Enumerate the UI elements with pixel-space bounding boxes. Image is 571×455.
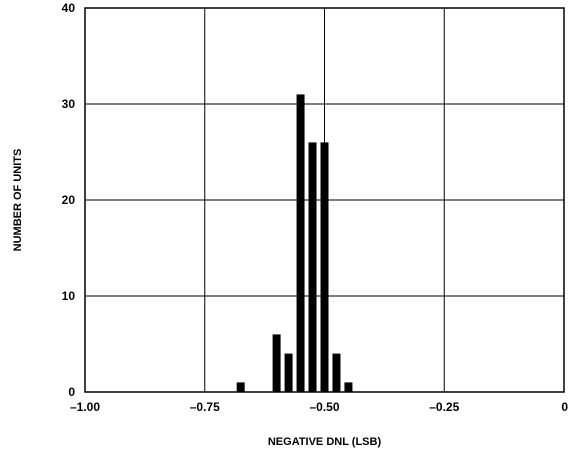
x-tick-labels: –1.00 –0.75 –0.50 –0.25 0 (70, 400, 568, 414)
y-tick-labels: 0 10 20 30 40 (62, 1, 76, 399)
histogram-bar (284, 353, 293, 392)
plot-frame (84, 7, 565, 393)
histogram-bar (344, 382, 353, 392)
histogram-bar (236, 382, 245, 392)
y-tick-label: 0 (68, 385, 75, 399)
y-tick-label: 10 (62, 289, 76, 303)
x-tick-label: –1.00 (70, 400, 100, 414)
y-tick-label: 40 (62, 1, 76, 15)
x-tick-label: 0 (561, 400, 568, 414)
histogram-bar (320, 142, 329, 392)
histogram-bar (308, 142, 317, 392)
bars (236, 94, 353, 393)
y-tick-label: 30 (62, 97, 76, 111)
histogram-bar (332, 353, 341, 392)
x-axis-title: NEGATIVE DNL (LSB) (268, 436, 382, 448)
x-tick-label: –0.75 (190, 400, 220, 414)
x-tick-label: –0.25 (429, 400, 459, 414)
y-axis-title: NUMBER OF UNITS (12, 149, 24, 252)
y-tick-label: 20 (62, 193, 76, 207)
x-tick-label: –0.50 (309, 400, 339, 414)
histogram-bar (296, 94, 305, 393)
histogram-bar (272, 334, 281, 392)
